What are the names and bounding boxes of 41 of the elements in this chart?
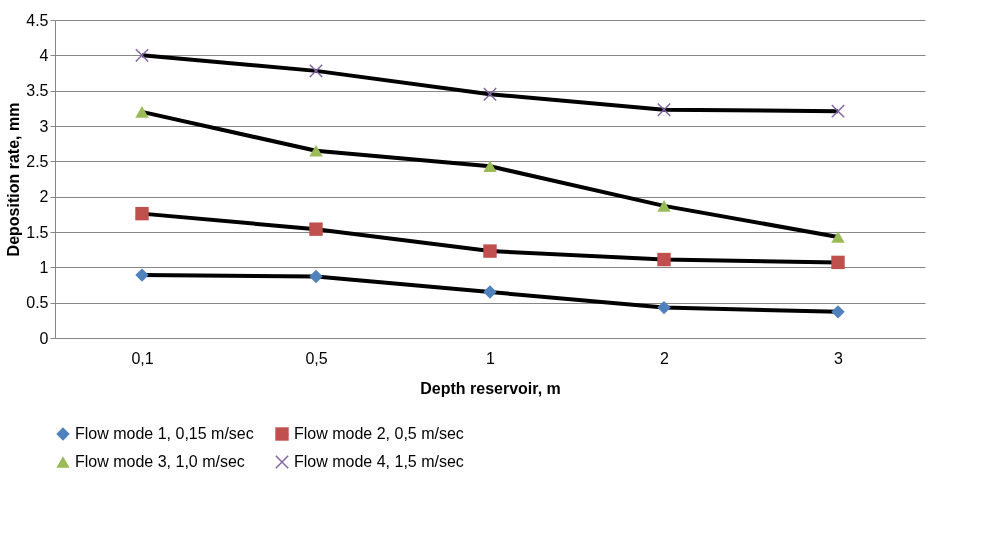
y-tick-label: 4.5 [26,11,49,29]
x-tick-label: 0,5 [305,349,328,367]
point [657,200,671,212]
x-tick-label: 0,1 [131,349,154,367]
y-tick-label: 3 [39,117,49,135]
point [135,48,149,63]
point [309,64,323,78]
legend-label: Flow mode 4, 1,5 m/sec [294,453,464,470]
legend-label: Flow mode 2, 0,5 m/sec [294,425,464,442]
point [831,255,845,270]
point [483,244,497,258]
point [831,305,845,319]
point [135,268,149,282]
point [831,231,845,243]
point [657,103,671,117]
y-tick-label: 0.5 [26,294,49,312]
point [309,269,323,284]
point [483,87,497,101]
point [309,144,323,157]
point [309,222,323,236]
y-axis-title: Deposition rate, mm [5,102,23,257]
y-tick-label: 2 [39,188,49,206]
point [831,104,845,118]
y-tick-label: 0 [39,329,49,347]
y-tick-label: 4 [39,46,49,64]
y-tick-label: 2.5 [26,152,49,170]
point [483,285,497,299]
y-tick-label: 1.5 [26,223,49,241]
y-tick-label: 3.5 [26,82,49,100]
point [135,206,149,221]
x-tick-label: 3 [834,349,844,367]
x-tick-label: 1 [486,349,496,367]
point [135,106,149,118]
x-axis-title: Depth reservoir, m [420,379,561,397]
legend-label: Flow mode 1, 0,15 m/sec [75,425,254,442]
point [657,252,671,267]
x-tick-label: 2 [660,349,670,367]
legend-label: Flow mode 3, 1,0 m/sec [75,453,245,470]
y-tick-label: 1 [39,258,49,276]
point [483,160,497,173]
point [657,300,671,315]
